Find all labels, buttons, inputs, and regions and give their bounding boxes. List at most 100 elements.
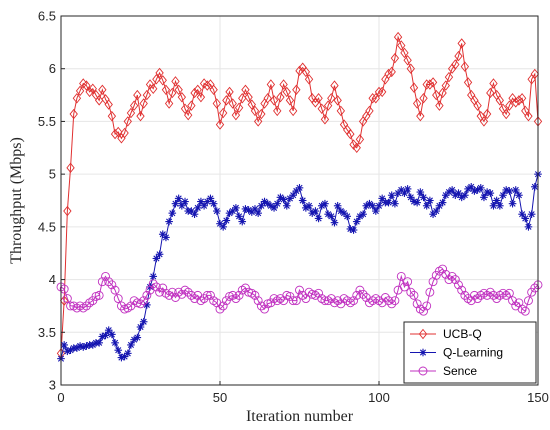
data-point — [218, 301, 228, 311]
legend-entry: UCB-Q — [410, 327, 482, 341]
data-point — [85, 298, 95, 308]
data-point — [209, 296, 219, 306]
data-point — [349, 139, 358, 150]
data-point — [196, 296, 206, 306]
data-point — [399, 282, 409, 292]
data-point — [413, 198, 421, 207]
data-point — [97, 277, 107, 287]
data-point — [323, 296, 333, 306]
data-point — [412, 299, 422, 309]
data-point — [365, 298, 374, 308]
data-point — [515, 191, 523, 200]
data-point — [502, 108, 511, 120]
data-point — [450, 275, 460, 285]
x-tick-label: 150 — [527, 390, 549, 405]
data-point — [482, 108, 492, 120]
data-point — [352, 142, 361, 154]
data-point — [149, 83, 158, 94]
data-point — [489, 78, 498, 89]
data-point — [279, 195, 288, 204]
data-point — [186, 290, 196, 300]
data-point — [282, 86, 291, 98]
data-point — [406, 287, 416, 297]
data-point — [139, 317, 148, 326]
data-point — [358, 289, 368, 299]
data-point — [60, 341, 68, 349]
data-point — [251, 205, 259, 213]
data-point — [158, 75, 167, 86]
data-point — [60, 295, 69, 306]
data-point — [247, 99, 256, 110]
data-point — [435, 100, 444, 111]
data-point — [123, 349, 132, 358]
plot-frame — [60, 15, 539, 386]
data-point — [222, 216, 231, 225]
data-point — [88, 83, 97, 94]
data-point — [215, 304, 225, 314]
data-point — [305, 201, 313, 210]
data-point — [180, 285, 190, 295]
data-point — [505, 100, 514, 111]
data-point — [314, 214, 323, 223]
y-tick-label: 5.5 — [38, 114, 56, 129]
data-point — [282, 201, 291, 210]
data-point — [152, 254, 161, 263]
data-point — [460, 61, 470, 72]
data-point — [273, 105, 282, 117]
data-point — [492, 196, 501, 205]
data-point — [492, 294, 502, 303]
data-point — [400, 47, 409, 59]
data-point — [231, 294, 241, 303]
data-point — [142, 290, 152, 300]
legend-label: Sence — [443, 364, 477, 378]
data-point — [377, 298, 387, 308]
data-point — [378, 86, 387, 98]
y-tick-label: 5 — [49, 167, 56, 182]
data-point — [136, 323, 145, 331]
y-axis-ticks: 3 3.5 4 4.5 5 5.5 6 6.5 — [38, 9, 65, 393]
legend-entry: Q-Learning — [410, 346, 503, 360]
data-point — [365, 105, 374, 117]
data-point — [200, 201, 208, 210]
data-point — [94, 95, 104, 106]
data-point — [391, 199, 399, 208]
data-point — [330, 298, 339, 308]
series-q-learning — [57, 170, 542, 363]
data-point — [498, 288, 508, 298]
data-point — [116, 301, 126, 311]
data-point — [374, 86, 384, 98]
data-point — [260, 304, 269, 314]
data-point — [457, 38, 466, 49]
x-tick-label: 100 — [368, 390, 390, 405]
series-line — [60, 35, 539, 354]
data-point — [469, 290, 479, 300]
data-point — [524, 223, 533, 231]
data-point — [530, 68, 539, 80]
data-point — [457, 285, 467, 295]
data-point — [250, 105, 260, 117]
legend: UCB-Q Q-Learning Sence — [403, 321, 537, 384]
data-point — [183, 287, 193, 297]
data-point — [78, 303, 88, 313]
data-point — [171, 199, 180, 208]
data-point — [301, 66, 311, 78]
data-point — [266, 79, 276, 90]
data-point — [317, 103, 326, 114]
legend-marker — [418, 366, 428, 376]
data-point — [416, 188, 425, 196]
data-point — [426, 196, 434, 205]
data-point — [447, 63, 457, 74]
data-point — [127, 341, 135, 349]
data-point — [441, 269, 451, 279]
data-point — [480, 193, 488, 202]
data-point — [269, 95, 279, 106]
data-point — [66, 301, 75, 311]
data-point — [168, 87, 177, 99]
data-point — [384, 198, 393, 207]
data-point — [193, 204, 202, 212]
data-point — [314, 288, 324, 298]
data-point — [206, 194, 215, 203]
data-point — [311, 207, 320, 215]
data-point — [517, 304, 527, 314]
data-point — [476, 184, 485, 192]
